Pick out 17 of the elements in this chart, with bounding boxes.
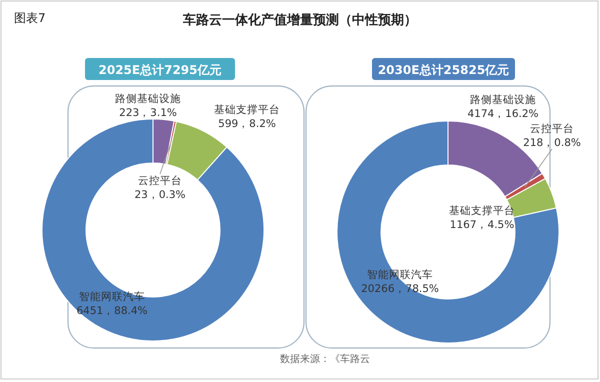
slice-label: 云控平台 [530, 122, 574, 135]
data-label: 23，0.3% [134, 189, 186, 201]
data-label: 1167，4.5% [450, 219, 514, 231]
slice-label: 云控平台 [138, 174, 182, 187]
data-label: 4174，16.2% [467, 108, 539, 120]
chart-title: 2030E总计25825亿元 [378, 63, 510, 77]
data-label: 218，0.8% [523, 137, 581, 149]
slice-label: 路侧基础设施 [115, 92, 181, 105]
source-note: 数据来源：《车路云 [280, 353, 370, 365]
slice-label: 基础支撑平台 [214, 103, 280, 116]
data-label: 599，8.2% [218, 118, 276, 130]
chart-title: 2025E总计7295亿元 [98, 63, 222, 77]
data-label: 223，3.1% [119, 107, 177, 119]
data-label: 6451，88.4% [76, 305, 148, 317]
slice-label: 路侧基础设施 [470, 93, 536, 106]
text: 车路云一体化产值增量预测（中性预期） [182, 12, 417, 28]
text: 图表7 [14, 11, 46, 25]
